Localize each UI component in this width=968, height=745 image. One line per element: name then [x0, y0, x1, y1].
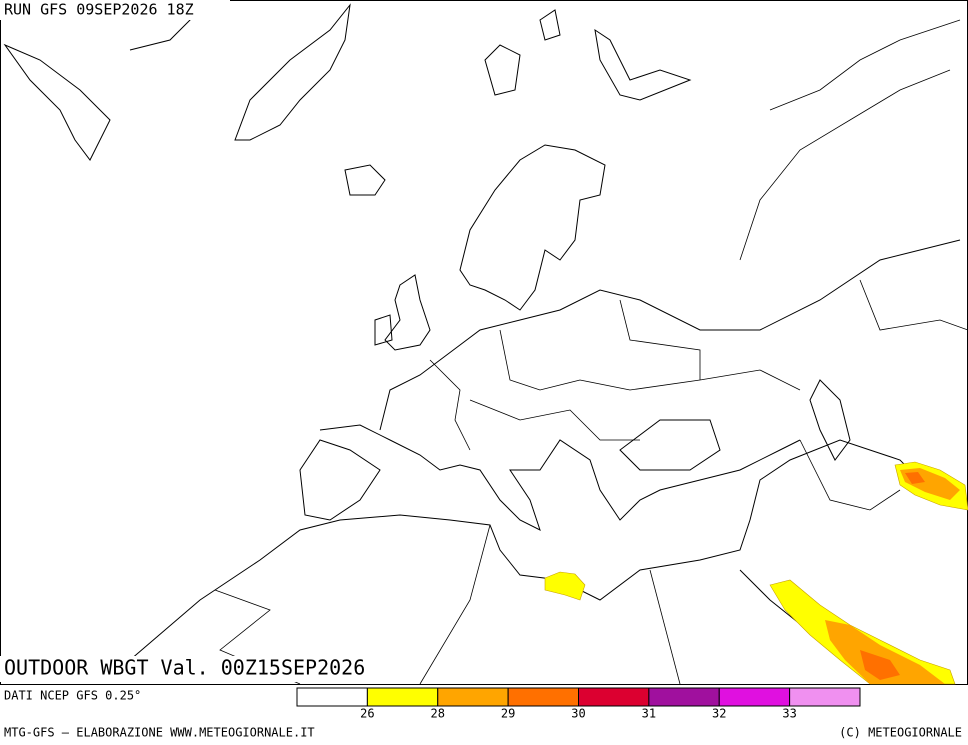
- map-outlines: [3, 0, 968, 685]
- colorbar-tick-label: 32: [712, 707, 726, 721]
- header-bg: [0, 0, 230, 20]
- colorbar-tick-label: 33: [782, 707, 796, 721]
- title-bg: [0, 656, 390, 682]
- map-frame: [0, 0, 968, 685]
- credit-label: MTG-GFS — ELABORAZIONE WWW.METEOGIORNALE…: [4, 726, 315, 740]
- run-label: RUN GFS 09SEP2026 18Z: [4, 1, 194, 19]
- colorbar-box: [718, 687, 791, 707]
- map-title: OUTDOOR WBGT Val. 00Z15SEP2026: [4, 656, 365, 680]
- colorbar-tick-label: 28: [431, 707, 445, 721]
- colorbar-tick-label: 30: [571, 707, 585, 721]
- colorbar-box: [437, 687, 509, 707]
- colorbar-box: [366, 687, 439, 707]
- colorbar-box: [648, 687, 720, 707]
- colorbar-tick-label: 26: [360, 707, 374, 721]
- colorbar: 26 28 29 30 31 32 33: [296, 687, 861, 721]
- colorbar-box: [296, 687, 368, 707]
- colorbar-box: [507, 687, 579, 707]
- source-label: DATI NCEP GFS 0.25°: [4, 689, 141, 703]
- copyright-label: (C) METEOGIORNALE: [839, 726, 962, 740]
- colorbar-tick-label: 31: [642, 707, 656, 721]
- colorbar-box: [578, 687, 650, 707]
- colorbar-tick-label: 29: [501, 707, 515, 721]
- wbgt-areas: [544, 461, 968, 685]
- colorbar-box: [789, 687, 861, 707]
